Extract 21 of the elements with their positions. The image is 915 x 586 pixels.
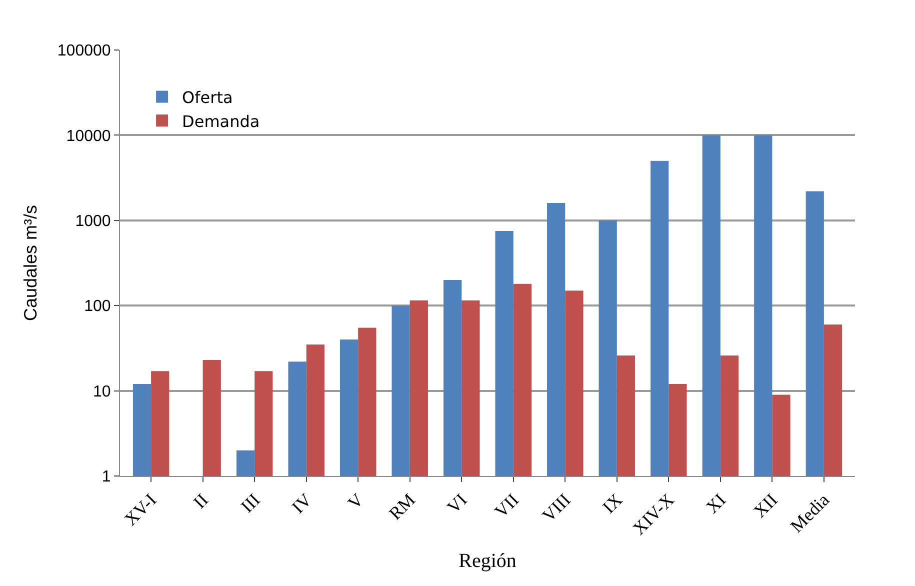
x-tick-label: IX xyxy=(598,490,626,518)
x-axis-title: Región xyxy=(458,550,516,572)
x-tick-label: III xyxy=(236,490,264,517)
y-tick-label: 100000 xyxy=(57,42,111,60)
x-tick-label: VII xyxy=(490,490,523,522)
y-tick-label: 10 xyxy=(93,383,111,400)
x-tick-label: VIII xyxy=(538,490,574,526)
y-tick-label: 100 xyxy=(84,298,111,316)
x-tick-label: II xyxy=(189,490,212,512)
legend-label: Demanda xyxy=(182,112,260,131)
x-tick-label: XI xyxy=(702,490,730,518)
x-tick-label: VI xyxy=(443,490,471,518)
x-tick-label: IV xyxy=(288,490,316,518)
x-tick-label: XII xyxy=(750,490,782,522)
y-tick-label: 1000 xyxy=(75,213,111,230)
y-axis-title: Caudales m³/s xyxy=(20,204,41,322)
legend-label: Oferta xyxy=(182,88,233,107)
x-tick-label: V xyxy=(344,490,368,513)
x-tick-label: RM xyxy=(385,490,420,524)
y-tick-label: 1 xyxy=(102,468,111,486)
y-tick-label: 10000 xyxy=(66,128,111,145)
